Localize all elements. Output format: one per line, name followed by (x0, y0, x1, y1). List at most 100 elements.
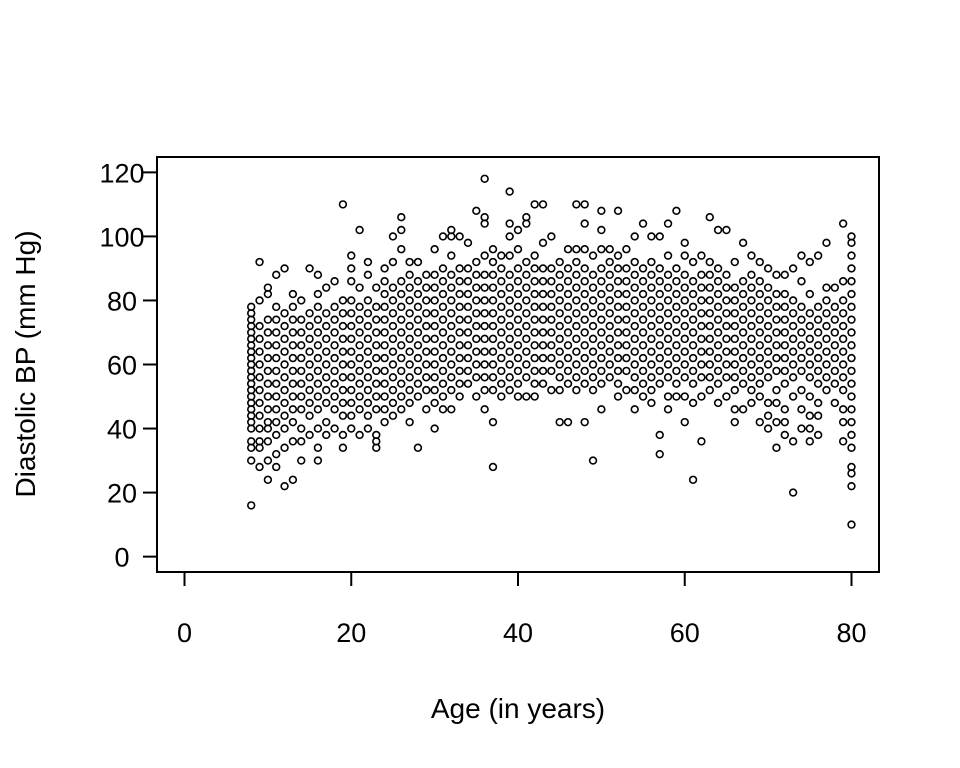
data-point (847, 405, 856, 414)
data-point (288, 315, 298, 324)
data-point (680, 270, 689, 280)
data-point (422, 373, 431, 382)
data-point (530, 328, 539, 337)
data-point (447, 405, 456, 414)
data-point (822, 321, 831, 331)
data-point (655, 366, 664, 376)
data-point (555, 309, 564, 318)
data-point (497, 264, 506, 273)
data-point (630, 296, 639, 305)
data-point (338, 296, 348, 305)
data-point (313, 405, 323, 414)
data-point (788, 296, 798, 305)
data-point (847, 379, 856, 388)
data-point (763, 411, 773, 420)
data-point (580, 289, 589, 299)
data-point (588, 456, 598, 465)
data-point (647, 296, 656, 305)
data-point (805, 257, 815, 267)
data-point (638, 366, 648, 376)
data-point (780, 417, 789, 427)
data-point (713, 328, 723, 337)
data-point (780, 353, 789, 363)
data-point (330, 277, 339, 286)
data-point (438, 315, 448, 324)
data-point (747, 334, 756, 344)
data-point (380, 264, 389, 273)
data-point (847, 328, 856, 337)
data-point (655, 341, 664, 350)
data-point (555, 257, 564, 267)
data-point (363, 296, 373, 305)
data-point (372, 430, 381, 440)
data-point (488, 245, 498, 254)
data-point (805, 347, 815, 356)
data-point (605, 270, 614, 280)
data-point (722, 392, 731, 401)
data-point (713, 315, 723, 324)
data-point (713, 341, 723, 350)
data-point (813, 251, 823, 260)
data-point (397, 213, 406, 222)
data-point (447, 283, 456, 292)
data-point (830, 283, 840, 292)
data-point (272, 353, 281, 363)
data-point (313, 270, 323, 280)
data-point (647, 321, 656, 331)
data-point (672, 302, 681, 312)
data-point (297, 328, 306, 337)
data-point (338, 385, 348, 395)
data-point (397, 328, 406, 337)
data-point (705, 334, 714, 344)
data-point (638, 315, 648, 324)
data-point (730, 321, 739, 331)
y-axis: 0 20 40 60 80 100 120 (99, 158, 158, 573)
data-point (522, 309, 531, 318)
data-point (430, 360, 439, 369)
data-point (313, 328, 323, 337)
data-point (555, 360, 564, 369)
data-point (697, 392, 706, 401)
data-point (847, 277, 856, 286)
data-point (513, 289, 523, 299)
data-point (805, 334, 815, 344)
data-point (813, 379, 823, 388)
data-point (647, 232, 656, 241)
data-point (405, 321, 414, 331)
data-point (347, 296, 356, 305)
data-point (530, 341, 539, 350)
data-point (405, 360, 414, 369)
data-point (497, 392, 506, 401)
data-point (747, 296, 756, 305)
data-point (697, 437, 706, 446)
data-point (430, 321, 439, 331)
data-point (372, 341, 381, 350)
data-point (480, 283, 489, 292)
data-point (413, 443, 423, 452)
data-point (455, 353, 464, 363)
data-point (688, 302, 698, 312)
data-point (838, 334, 848, 344)
data-point (530, 289, 539, 299)
data-point (405, 385, 414, 395)
data-point (538, 379, 548, 388)
data-point (580, 328, 589, 337)
data-point (622, 341, 631, 350)
data-point (355, 366, 364, 376)
data-point (588, 373, 598, 382)
data-point (280, 398, 289, 408)
data-point (663, 283, 673, 292)
data-point (597, 225, 606, 235)
data-point (263, 392, 273, 401)
data-point (813, 341, 823, 350)
data-point (438, 353, 448, 363)
data-point (263, 405, 273, 414)
data-point (605, 309, 614, 318)
data-point (847, 315, 856, 324)
data-point (830, 315, 840, 324)
data-point (388, 334, 398, 344)
data-point (455, 232, 464, 241)
data-point (338, 360, 348, 369)
data-point (480, 373, 489, 382)
data-point (730, 257, 739, 267)
